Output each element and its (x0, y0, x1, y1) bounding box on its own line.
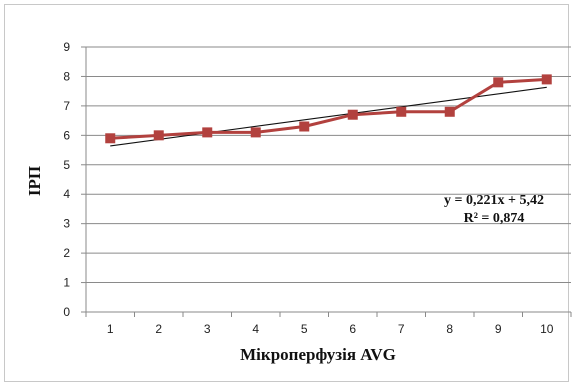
y-tick-label: 0 (63, 305, 70, 319)
chart-frame (4, 4, 569, 382)
x-tick-label: 9 (495, 322, 502, 336)
trendline-equation: y = 0,221x + 5,42 (444, 193, 544, 208)
trendline-r-squared: R² = 0,874 (464, 211, 525, 226)
trendline-line (110, 86, 547, 147)
data-point-marker (444, 106, 455, 117)
x-tick-label: 1 (107, 322, 114, 336)
data-point-marker (347, 109, 358, 120)
y-tick-label: 1 (63, 276, 70, 290)
series-line (110, 77, 547, 140)
trendline (110, 86, 547, 147)
y-tick-label: 9 (63, 40, 70, 54)
gridlines (86, 46, 571, 284)
x-tick-label: 3 (204, 322, 211, 336)
y-axis-title: ІРП (25, 166, 44, 196)
x-tick-label: 10 (540, 322, 554, 336)
y-tick-label: 4 (63, 187, 70, 201)
x-tick-label: 2 (155, 322, 162, 336)
x-tick-label: 6 (349, 322, 356, 336)
data-point-marker (202, 127, 213, 138)
x-axis-title: Мікроперфузія AVG (240, 345, 396, 364)
data-point-marker (153, 130, 164, 141)
x-tick-label: 7 (398, 322, 405, 336)
axes (81, 46, 572, 317)
y-tick-label: 5 (63, 158, 70, 172)
data-point-marker (299, 121, 310, 132)
y-tick-label: 2 (63, 246, 70, 260)
data-series (105, 74, 552, 144)
x-tick-labels: 1 2 3 4 5 6 7 8 9 10 (107, 322, 554, 336)
data-point-marker (105, 133, 116, 144)
data-point-marker (493, 77, 504, 88)
y-tick-label: 8 (63, 69, 70, 83)
y-tick-label: 3 (63, 217, 70, 231)
x-tick-label: 8 (446, 322, 453, 336)
data-point-marker (541, 74, 552, 85)
y-tick-label: 7 (63, 99, 70, 113)
data-point-marker (396, 106, 407, 117)
data-point-marker (250, 127, 261, 138)
y-tick-labels: 0 1 2 3 4 5 6 7 8 9 (63, 40, 70, 319)
x-tick-label: 5 (301, 322, 308, 336)
y-tick-label: 6 (63, 128, 70, 142)
x-tick-label: 4 (252, 322, 259, 336)
